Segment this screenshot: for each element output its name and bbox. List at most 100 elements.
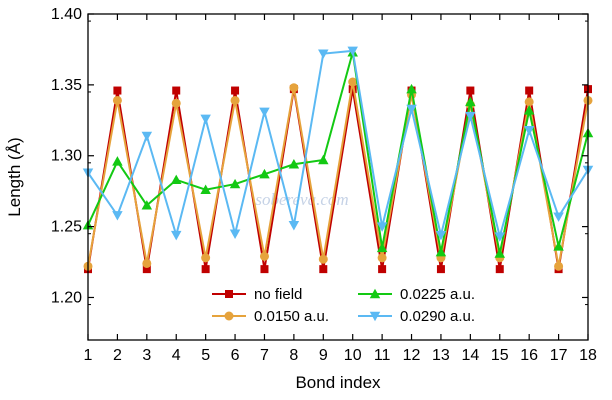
x-tick-label: 10 xyxy=(344,347,362,364)
data-point xyxy=(259,251,269,261)
legend-label: no field xyxy=(254,286,302,303)
data-point xyxy=(436,265,445,274)
data-point xyxy=(347,46,358,57)
y-tick-label: 1.35 xyxy=(51,77,82,94)
data-point xyxy=(318,49,329,59)
axis-layer: 1 2 3 4 5 6 7 8 9 10 11 12 13 14 15 16 17 181.201.251.301… xyxy=(51,6,597,364)
data-point xyxy=(170,230,182,241)
legend-item-4: 0.0290 a.u. xyxy=(358,308,475,325)
data-point xyxy=(318,154,329,165)
legend: no field 0.0150 a.u. 0.0225 a.u. 0.0290 a.u… xyxy=(212,286,475,325)
x-axis-title: Bond index xyxy=(295,373,381,392)
x-tick-label: 5 xyxy=(201,347,210,364)
x-tick-label: 11 xyxy=(374,347,391,364)
data-point xyxy=(229,229,241,239)
x-tick-label: 16 xyxy=(520,347,538,364)
data-point xyxy=(200,114,211,125)
data-point xyxy=(523,126,535,136)
series-line xyxy=(87,88,589,270)
data-point xyxy=(494,232,506,242)
data-point xyxy=(465,111,476,122)
watermark: sobereva.com xyxy=(255,190,348,209)
legend-marker xyxy=(369,288,381,299)
series-2 xyxy=(83,77,593,271)
data-point xyxy=(289,83,299,93)
data-point xyxy=(113,86,122,95)
data-point xyxy=(435,230,447,241)
data-point xyxy=(112,95,122,105)
legend-marker xyxy=(369,311,381,322)
data-point xyxy=(524,97,534,107)
data-point xyxy=(231,86,240,95)
data-point xyxy=(523,105,535,115)
y-tick-label: 1.25 xyxy=(51,219,82,236)
x-tick-label: 15 xyxy=(491,347,509,364)
legend-label: 0.0225 a.u. xyxy=(400,286,475,303)
x-tick-label: 3 xyxy=(142,347,151,364)
data-point xyxy=(112,156,123,166)
x-tick-label: 8 xyxy=(289,347,298,364)
data-point xyxy=(554,261,564,271)
legend-label: 0.0290 a.u. xyxy=(400,308,475,325)
data-point xyxy=(377,253,387,263)
data-point xyxy=(141,200,153,210)
y-tick-label: 1.30 xyxy=(51,148,82,165)
data-point xyxy=(200,184,211,194)
data-point xyxy=(435,246,447,257)
data-point xyxy=(142,258,152,268)
series-3 xyxy=(82,47,594,258)
data-point xyxy=(201,253,211,263)
x-tick-label: 7 xyxy=(260,347,269,364)
data-point xyxy=(376,242,388,253)
data-point xyxy=(288,220,300,231)
data-point xyxy=(172,86,181,95)
data-point xyxy=(259,107,270,118)
data-point xyxy=(170,174,182,185)
data-point xyxy=(201,265,210,274)
data-point xyxy=(406,83,417,94)
data-point xyxy=(229,178,241,189)
data-point xyxy=(142,265,151,274)
plot-layer xyxy=(82,46,594,274)
legend-item-3: 0.0225 a.u. xyxy=(358,286,475,303)
data-point xyxy=(553,241,564,251)
legend-marker xyxy=(224,311,234,321)
x-tick-label: 9 xyxy=(319,347,328,364)
x-tick-label: 2 xyxy=(113,347,122,364)
x-tick-label: 14 xyxy=(461,347,479,364)
data-point xyxy=(318,254,328,264)
y-tick-label: 1.20 xyxy=(51,289,82,306)
data-point xyxy=(495,265,504,274)
data-point xyxy=(494,248,506,258)
data-point xyxy=(525,86,534,95)
data-point xyxy=(288,158,300,169)
plot-frame xyxy=(87,13,589,341)
y-axis-title: Length (Å) xyxy=(5,137,24,216)
x-tick-label: 13 xyxy=(432,347,450,364)
data-point xyxy=(376,222,388,232)
x-tick-label: 12 xyxy=(403,347,421,364)
data-point xyxy=(348,77,358,87)
data-point xyxy=(466,86,475,95)
legend-item-1: no field xyxy=(212,286,302,303)
data-point xyxy=(348,85,357,94)
x-tick-label: 4 xyxy=(172,347,181,364)
legend-label: 0.0150 a.u. xyxy=(254,308,329,325)
data-point xyxy=(112,211,123,221)
series-line xyxy=(87,52,589,254)
data-point xyxy=(230,95,240,105)
y-tick-label: 1.40 xyxy=(51,6,82,23)
data-point xyxy=(378,265,387,274)
data-point xyxy=(465,96,476,107)
data-point xyxy=(259,168,270,179)
data-point xyxy=(260,265,269,274)
x-tick-label: 17 xyxy=(550,347,568,364)
data-point xyxy=(319,265,328,274)
x-tick-label: 1 xyxy=(84,347,93,364)
legend-marker xyxy=(225,290,233,298)
series-line xyxy=(87,49,589,241)
legend-item-2: 0.0150 a.u. xyxy=(212,308,329,325)
data-point xyxy=(553,212,564,222)
